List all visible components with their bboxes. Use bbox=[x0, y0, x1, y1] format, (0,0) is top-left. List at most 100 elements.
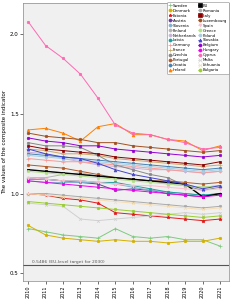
Romania bbox=[114, 198, 117, 202]
Czechia bbox=[79, 146, 82, 149]
Ireland bbox=[27, 128, 30, 132]
Slovenia bbox=[62, 181, 64, 184]
Finland bbox=[79, 171, 82, 175]
Hungary bbox=[79, 184, 82, 188]
Czechia bbox=[27, 141, 30, 144]
Belgium bbox=[184, 154, 187, 157]
Luxembourg bbox=[79, 138, 82, 141]
Malta bbox=[219, 211, 222, 214]
Luxembourg bbox=[166, 147, 169, 151]
Malta bbox=[27, 201, 30, 205]
Netherlands bbox=[97, 163, 99, 167]
Sweden bbox=[44, 230, 47, 234]
Croatia bbox=[114, 160, 117, 164]
Cyprus bbox=[149, 133, 152, 136]
Hungary bbox=[44, 181, 47, 184]
France bbox=[44, 149, 47, 152]
Cyprus bbox=[184, 141, 187, 144]
Germany bbox=[219, 169, 222, 173]
Denmark bbox=[114, 238, 117, 242]
Romania bbox=[201, 206, 204, 210]
Romania bbox=[44, 192, 47, 195]
Portugal bbox=[97, 173, 99, 176]
Denmark bbox=[79, 238, 82, 242]
Romania bbox=[131, 200, 134, 203]
Luxembourg bbox=[27, 131, 30, 135]
Latvia bbox=[79, 179, 82, 183]
Cyprus bbox=[219, 146, 222, 149]
Line: Poland: Poland bbox=[27, 154, 221, 172]
Poland bbox=[184, 168, 187, 172]
Line: Germany: Germany bbox=[26, 157, 222, 175]
Romania bbox=[166, 203, 169, 206]
Germany bbox=[114, 163, 117, 167]
Sweden bbox=[79, 235, 82, 238]
Finland bbox=[166, 182, 169, 186]
Germany bbox=[149, 166, 152, 170]
Luxembourg bbox=[44, 134, 47, 138]
Netherlands bbox=[201, 171, 204, 175]
Line: Bulgaria: Bulgaria bbox=[27, 200, 221, 219]
Bulgaria bbox=[114, 208, 117, 211]
Germany bbox=[79, 160, 82, 164]
Portugal bbox=[62, 166, 64, 170]
Spain bbox=[166, 185, 169, 189]
Latvia bbox=[201, 194, 204, 197]
Slovakia bbox=[27, 147, 30, 151]
Germany bbox=[184, 169, 187, 173]
Belgium bbox=[62, 141, 64, 144]
EU bbox=[97, 174, 99, 178]
Luxembourg bbox=[114, 141, 117, 144]
Poland bbox=[131, 163, 134, 167]
Line: Greece: Greece bbox=[27, 170, 221, 188]
EU bbox=[201, 195, 204, 199]
Germany bbox=[27, 157, 30, 160]
Malta bbox=[79, 217, 82, 221]
Cyprus bbox=[201, 147, 204, 151]
Ireland bbox=[219, 144, 222, 148]
Estonia bbox=[184, 217, 187, 221]
Latvia bbox=[114, 181, 117, 184]
Greece bbox=[149, 181, 152, 184]
Germany bbox=[201, 171, 204, 175]
Hungary bbox=[114, 187, 117, 190]
Austria bbox=[97, 182, 99, 186]
Belgium bbox=[97, 144, 99, 148]
Finland bbox=[44, 176, 47, 179]
Czechia bbox=[44, 144, 47, 148]
Lithuania bbox=[114, 200, 117, 203]
Croatia bbox=[44, 154, 47, 157]
Ireland bbox=[166, 138, 169, 141]
Slovakia bbox=[62, 155, 64, 159]
Line: Czechia: Czechia bbox=[27, 141, 221, 192]
Hungary bbox=[131, 189, 134, 192]
Cyprus bbox=[79, 72, 82, 76]
Austria bbox=[201, 195, 204, 199]
Latvia bbox=[166, 190, 169, 194]
Croatia bbox=[219, 166, 222, 170]
Poland bbox=[62, 157, 64, 160]
Finland bbox=[62, 173, 64, 176]
Spain bbox=[97, 181, 99, 184]
Belgium bbox=[201, 155, 204, 159]
Denmark bbox=[62, 236, 64, 240]
Croatia bbox=[184, 166, 187, 170]
EU bbox=[149, 179, 152, 183]
Finland bbox=[149, 179, 152, 183]
Germany bbox=[97, 161, 99, 165]
Sweden bbox=[131, 235, 134, 238]
Netherlands bbox=[131, 166, 134, 170]
Italy bbox=[97, 152, 99, 156]
Slovenia bbox=[114, 182, 117, 186]
Finland bbox=[219, 184, 222, 188]
Malta bbox=[62, 205, 64, 208]
Greece bbox=[201, 185, 204, 189]
Estonia bbox=[44, 194, 47, 197]
Italy bbox=[44, 147, 47, 151]
Ireland bbox=[79, 139, 82, 143]
Greece bbox=[97, 176, 99, 179]
Line: Estonia: Estonia bbox=[26, 192, 222, 222]
Romania bbox=[79, 195, 82, 199]
Line: Hungary: Hungary bbox=[27, 180, 221, 198]
Ireland bbox=[97, 125, 99, 128]
